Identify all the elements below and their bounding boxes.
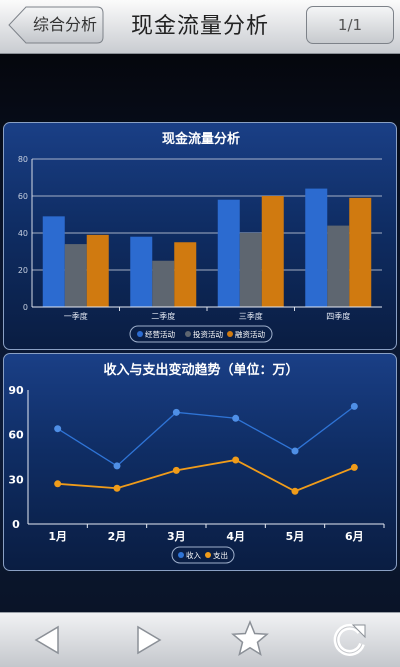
bottom-toolbar [0, 612, 400, 667]
x-tick-label: 二季度 [151, 311, 175, 321]
legend-marker-1 [178, 552, 184, 558]
point-2-4 [232, 456, 240, 464]
back-button-shape [8, 6, 104, 44]
point-1-6 [350, 402, 358, 410]
bar-1-1 [42, 216, 65, 307]
legend: 经营活动 投资活动 融资活动 [129, 325, 273, 343]
point-1-4 [232, 414, 240, 422]
page-title: 现金流量分析 [130, 14, 269, 39]
bar-3-1 [86, 234, 109, 307]
bar-1-2 [130, 236, 153, 307]
y-tick-label: 0 [23, 303, 28, 312]
star-icon[interactable] [220, 613, 280, 667]
bar-2-2 [152, 260, 175, 307]
point-2-1 [54, 480, 62, 488]
back-arrow-icon[interactable] [18, 613, 78, 667]
y-tick-label: 60 [8, 429, 24, 442]
legend-marker-3 [227, 331, 233, 337]
bar-3-3 [261, 196, 284, 307]
legend-box [129, 325, 273, 343]
x-tick-label: 一季度 [64, 311, 88, 321]
y-tick-label: 40 [18, 229, 28, 238]
refresh-icon[interactable] [320, 613, 380, 667]
point-1-1 [54, 425, 62, 433]
bar-2-3 [239, 233, 262, 307]
point-2-6 [350, 463, 358, 471]
chart-title: 收入与支出变动趋势（单位：万） [103, 362, 298, 378]
y-tick-label: 80 [18, 155, 28, 164]
point-2-5 [291, 487, 299, 495]
back-button-label: 综合分析 [32, 15, 97, 34]
legend-marker-2 [205, 552, 211, 558]
point-2-3 [172, 466, 180, 474]
y-tick-label: 20 [18, 266, 28, 275]
series-line-1 [57, 405, 355, 467]
page-indicator: 1/1 [306, 6, 394, 44]
y-tick-label: 60 [18, 192, 28, 201]
bar-1-4 [305, 188, 328, 307]
point-1-3 [172, 408, 180, 416]
income-expense-chart-panel: 收入与支出变动趋势（单位：万） 0 30 60 90 1月 2月 3月 4月 5月 6月收入 支出 [3, 353, 397, 571]
y-tick-label: 30 [8, 473, 24, 486]
y-tick-label: 0 [12, 518, 20, 531]
bar-1-3 [217, 199, 240, 307]
x-tick-label: 5月 [286, 530, 305, 543]
legend-marker-1 [137, 331, 143, 337]
top-bar: 综合分析 现金流量分析 1/1 [0, 0, 400, 54]
x-tick-label: 2月 [108, 530, 127, 543]
legend: 收入 支出 [171, 546, 235, 564]
legend-label-1: 收入 [186, 550, 201, 560]
bar-3-4 [349, 197, 372, 307]
point-1-5 [291, 447, 299, 455]
x-tick-label: 4月 [226, 530, 245, 543]
y-tick-label: 90 [8, 384, 24, 397]
legend-box [171, 546, 235, 564]
legend-label-2: 支出 [213, 550, 228, 560]
cashflow-chart-panel: 现金流量分析 0 20 40 60 80 一季度 二季度 三季度 四季度经营活动 投资活动 融资活动 [3, 122, 397, 350]
legend-label-2: 投资活动 [193, 329, 223, 339]
forward-arrow-icon[interactable] [118, 613, 178, 667]
bar-3-2 [174, 242, 197, 307]
bar-2-1 [64, 244, 87, 307]
bar-2-4 [327, 225, 350, 307]
content-area: 现金流量分析 0 20 40 60 80 一季度 二季度 三季度 四季度 经营活动 投资活动 融资活动 … [0, 54, 400, 612]
series-line-2 [57, 459, 355, 493]
point-1-2 [113, 462, 121, 470]
x-tick-label: 三季度 [239, 311, 263, 321]
legend-label-1: 经营活动 [145, 329, 175, 339]
legend-label-3: 融资活动 [235, 329, 265, 339]
chart-title: 现金流量分析 [162, 131, 240, 147]
legend-marker-2 [185, 331, 191, 337]
x-tick-label: 3月 [167, 530, 186, 543]
x-tick-label: 1月 [48, 530, 67, 543]
x-tick-label: 6月 [345, 530, 364, 543]
back-button[interactable]: 综合分析 [8, 6, 104, 44]
x-tick-label: 四季度 [326, 311, 350, 321]
point-2-2 [113, 484, 121, 492]
